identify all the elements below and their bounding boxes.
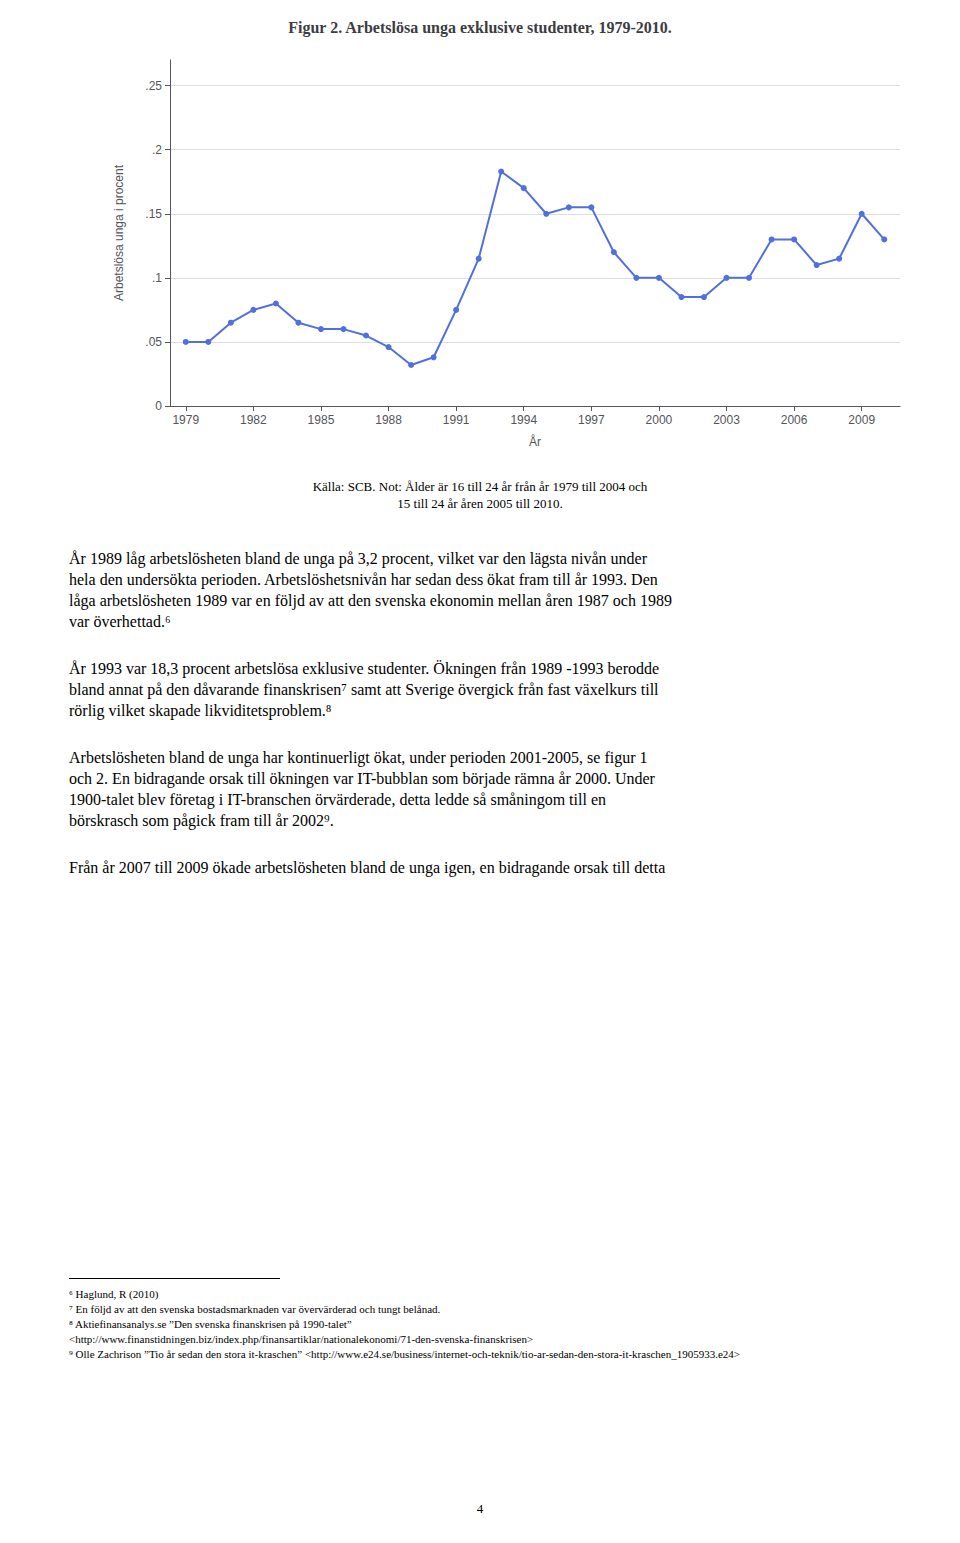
html-text:Arbetslösheten bland de unga h: Arbetslösheten bland de unga har kontinu…: [69, 749, 648, 766]
html-text:bland annat på den dåvarande f: bland annat på den dåvarande finanskrise…: [69, 681, 659, 698]
svg-text:.15: .15: [145, 207, 162, 221]
svg-text:.1: .1: [152, 271, 162, 285]
html-text:Källa: SCB. Not: Ålder är 16 t: Källa: SCB. Not: Ålder är 16 till 24 år …: [312, 479, 648, 494]
html-text:⁸ Aktiefinansanalys.se ”Den sv: ⁸ Aktiefinansanalys.se ”Den svenska fina…: [69, 1318, 352, 1330]
html-text:4: 4: [476, 1501, 484, 1516]
svg-text:2003: 2003: [713, 413, 740, 427]
svg-text:1997: 1997: [578, 413, 605, 427]
svg-text:År: År: [529, 434, 541, 449]
svg-text:1994: 1994: [510, 413, 537, 427]
html-text:<http://www.finanstidningen.bi: <http://www.finanstidningen.biz/index.ph…: [69, 1333, 534, 1345]
svg-text:.2: .2: [152, 143, 162, 157]
html-text:År 1993 var 18,3 procent arbet: År 1993 var 18,3 procent arbetslösa exkl…: [69, 660, 660, 677]
html-text:börskrasch som pågick fram til: börskrasch som pågick fram till år 2002⁹…: [69, 812, 334, 829]
html-text:rörlig vilket skapade likvidit: rörlig vilket skapade likviditetsproblem…: [69, 702, 332, 719]
html-text:⁹ Olle Zachrison ”Tio år sedan: ⁹ Olle Zachrison ”Tio år sedan den stora…: [69, 1348, 740, 1360]
svg-text:1991: 1991: [443, 413, 470, 427]
svg-text:Arbetslösa unga i procent: Arbetslösa unga i procent: [112, 164, 126, 301]
svg-text:.05: .05: [145, 335, 162, 349]
svg-text:2009: 2009: [848, 413, 875, 427]
svg-text:2006: 2006: [781, 413, 808, 427]
html-text:År 1989 låg arbetslösheten bla: År 1989 låg arbetslösheten bland de unga…: [69, 550, 647, 567]
svg-text:0: 0: [155, 399, 162, 413]
html-text:⁷ En följd av att den svenska: ⁷ En följd av att den svenska bostadsmar…: [69, 1303, 441, 1315]
html-text:Från år 2007 till 2009 ökade a: Från år 2007 till 2009 ökade arbetslöshe…: [69, 859, 666, 876]
html-text:var överhettad.⁶: var överhettad.⁶: [69, 613, 171, 630]
html-text:⁶ Haglund, R (2010): ⁶ Haglund, R (2010): [69, 1288, 159, 1300]
html-text:hela den undersökta perioden.: hela den undersökta perioden. Arbetslösh…: [69, 571, 658, 588]
svg-text:1985: 1985: [308, 413, 335, 427]
svg-text:.25: .25: [145, 79, 162, 93]
svg-text:Figur 2. Arbetslösa unga exklu: Figur 2. Arbetslösa unga exklusive stude…: [288, 19, 672, 37]
html-text:1900-talet blev företag i IT-b: 1900-talet blev företag i IT-branschen ö…: [69, 791, 606, 808]
html-text:och 2. En bidragande orsak til: och 2. En bidragande orsak till ökningen…: [69, 770, 655, 787]
svg-text:1982: 1982: [240, 413, 267, 427]
svg-text:1988: 1988: [375, 413, 402, 427]
svg-text:1979: 1979: [172, 413, 199, 427]
html-text:15 till 24 år åren 2005 till 2: 15 till 24 år åren 2005 till 2010.: [397, 496, 563, 511]
html-text:låga arbetslösheten 1989 var e: låga arbetslösheten 1989 var en följd av…: [69, 592, 672, 609]
svg-text:2000: 2000: [646, 413, 673, 427]
